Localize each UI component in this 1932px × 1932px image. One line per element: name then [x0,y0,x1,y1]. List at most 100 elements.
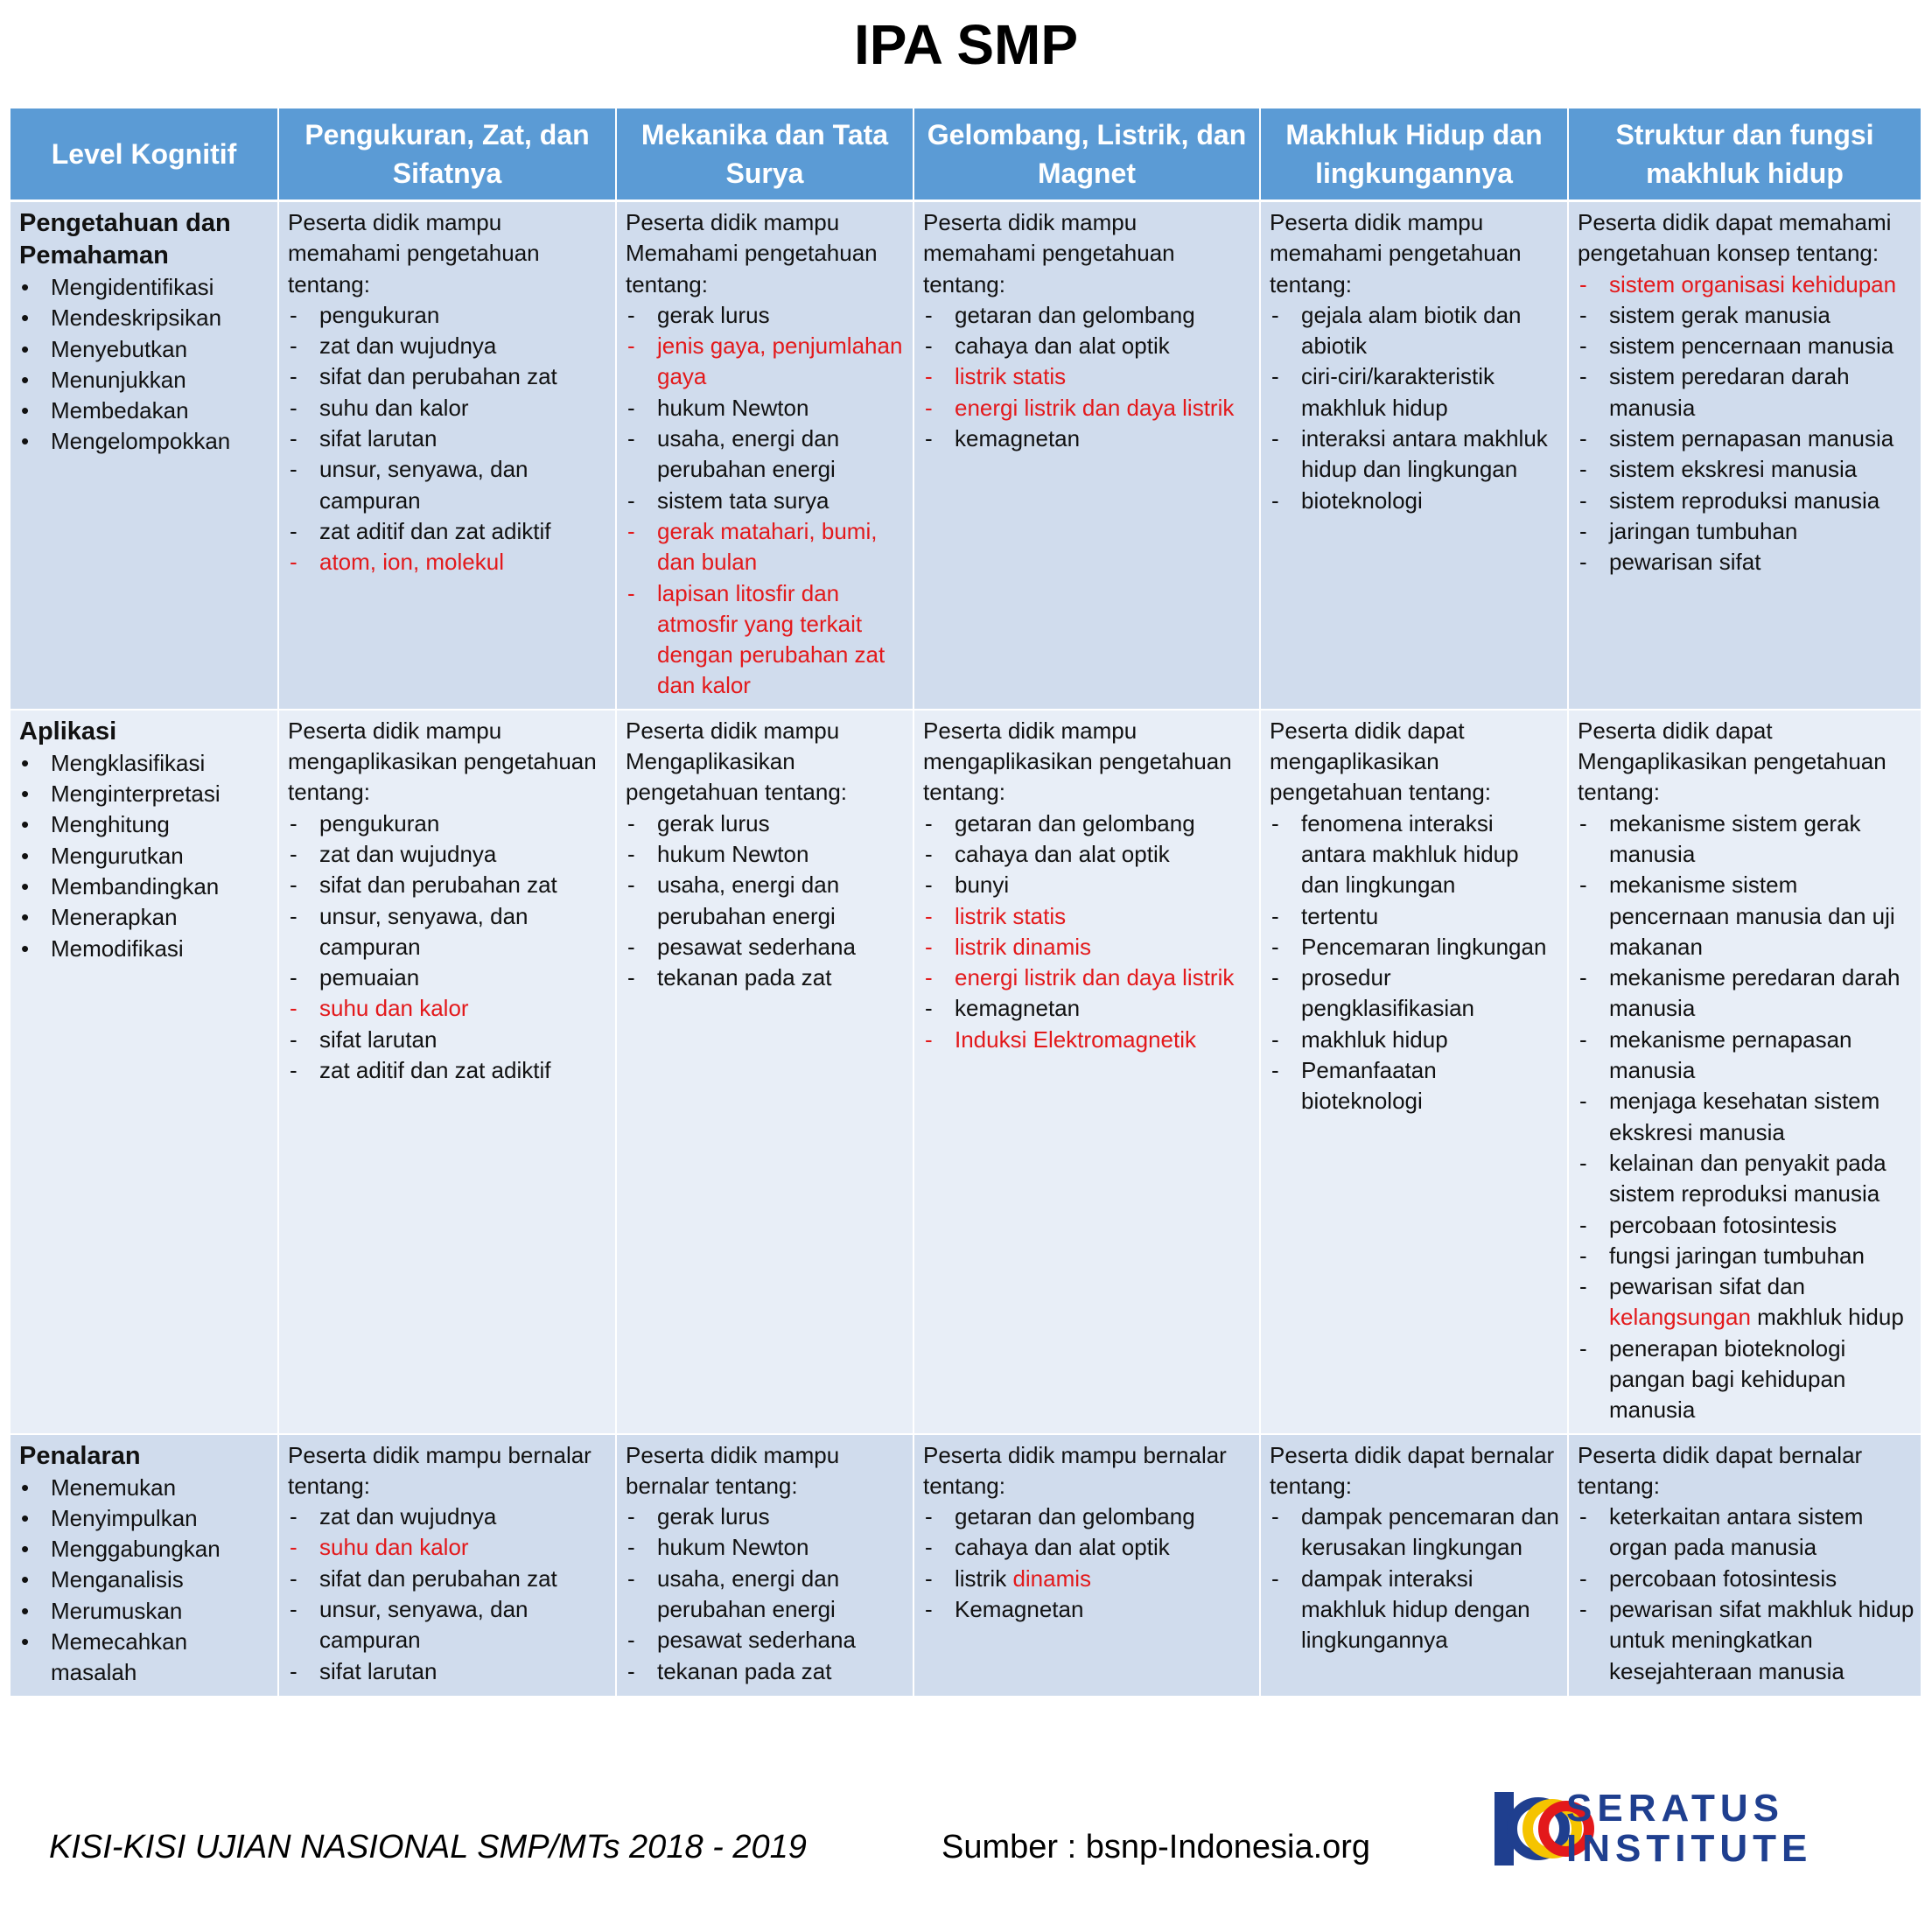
dash-marker: - [925,301,933,328]
table-row: Penalaran MenemukanMenyimpulkanMenggabung… [10,1433,1922,1698]
dash-marker: - [290,1503,298,1530]
dash-marker: - [290,1564,298,1592]
dash-marker: - [627,840,635,867]
dash-marker: - [627,1657,635,1684]
topic-text: fenomena interaksi antara makhluk hidup … [1301,809,1519,899]
verb-item: Mengklasifikasi [19,748,272,780]
topic-item: - percobaan fotosintesis [1578,1564,1915,1594]
topic-text: pewarisan sifat dan [1609,1273,1806,1300]
topic-text: sistem peredaran darah manusia [1609,363,1850,421]
cell-gelombang: Peserta didik mampu memahami pengetahuan… [914,200,1261,710]
topic-text: sifat larutan [319,1026,438,1053]
verb-item: Merumuskan [19,1596,272,1628]
dash-marker: - [290,809,298,836]
level-title: Aplikasi [19,717,117,746]
topic-text: listrik statis [955,902,1067,929]
topic-text: tertentu [1301,902,1379,929]
topic-item: - bioteknologi [1270,486,1562,516]
dash-marker: - [627,809,635,836]
topic-item: - zat aditif dan zat adiktif [288,516,610,547]
topic-text: gerak lurus [657,1503,770,1530]
topic-item: - zat dan wujudnya [288,839,610,870]
topic-text: unsur, senyawa, dan campuran [319,902,528,960]
topic-text: kelainan dan penyakit pada sistem reprod… [1609,1149,1886,1208]
footer-source: Sumber : bsnp-Indonesia.org [942,1829,1371,1866]
dash-marker: - [1271,902,1279,929]
topic-text: atom, ion, molekul [319,549,504,576]
topic-list: - pengukuran - zat dan wujudnya - sifat dan p… [288,808,610,1087]
dash-marker: - [925,1503,933,1530]
cell-intro: Peserta didik dapat memahami pengetahuan… [1578,209,1892,267]
logo-ring-red [1538,1801,1594,1857]
dash-marker: - [1579,1026,1587,1053]
dash-marker: - [627,964,635,991]
dash-marker: - [925,840,933,867]
dash-marker: - [1271,809,1279,836]
topic-text: pengukuran [319,301,440,328]
dash-marker: - [627,872,635,899]
dash-marker: - [290,1057,298,1084]
topic-list: - gerak lurus - jenis gaya, penjumlahan gay… [626,300,907,702]
topic-text-highlight: kelangsungan [1609,1304,1751,1331]
dash-marker: - [1579,425,1587,452]
topic-text: gejala alam biotik dan abiotik [1301,301,1522,360]
header-level: Level Kognitif [10,108,279,202]
cell-intro: Peserta didik mampu memahami pengetahuan… [288,209,540,298]
verb-item: Menemukan [19,1473,272,1504]
topic-item: - sifat dan perubahan zat [288,1564,610,1594]
topic-text-highlight: dinamis [1012,1564,1092,1592]
topic-text: sifat dan perubahan zat [319,363,557,390]
topic-item: - pengukuran [288,300,610,331]
level-title: Penalaran [19,1441,141,1470]
dash-marker: - [627,332,635,360]
cell-intro: Peserta didik mampu Mengaplikasikan peng… [626,717,848,806]
topic-text: mekanisme peredaran darah manusia [1609,964,1900,1022]
dash-marker: - [290,995,298,1022]
topic-text: pengukuran [319,809,440,836]
cell-intro: Peserta didik dapat bernalar tentang: [1270,1441,1555,1499]
seratus-institute-logo [1494,1792,1594,1866]
dash-marker: - [1271,301,1279,328]
topic-item: - listrik dinamis [923,932,1254,962]
topic-list: - gejala alam biotik dan abiotik - ciri-cir… [1270,300,1562,516]
table-row: Pengetahuan dan PemahamanMengidentifikas… [10,200,1922,710]
topic-item: - fenomena interaksi antara makhluk hidup… [1270,808,1562,901]
topic-text: zat dan wujudnya [319,840,497,867]
topic-item: - bunyi [923,870,1254,900]
topic-text: tekanan pada zat [657,964,832,991]
topic-text: zat aditif dan zat adiktif [319,1057,551,1084]
topic-item: - Pemanfaatan bioteknologi [1270,1055,1562,1117]
topic-text: makhluk hidup [1301,1026,1448,1053]
topic-item: - sistem peredaran darah manusia [1578,361,1915,424]
topic-list: - dampak pencemaran dan kerusakan lingkun… [1270,1502,1562,1656]
verb-item: Menghitung [19,809,272,841]
topic-item: - jaringan tumbuhan [1578,516,1915,547]
dash-marker: - [1579,363,1587,390]
topic-item: - suhu dan kalor [288,393,610,424]
topic-text: zat dan wujudnya [319,332,497,360]
header-makhluk-hidup: Makhluk Hidup dan lingkungannya [1260,108,1569,202]
topic-item: - tertentu [1270,901,1562,932]
topic-item: - sistem pencernaan manusia [1578,331,1915,361]
dash-marker: - [1579,872,1587,899]
verb-item: Mendeskripsikan [19,303,272,334]
topic-item: - pewarisan sifat makhluk hidup untuk men… [1578,1594,1915,1687]
topic-text: mekanisme sistem pencernaan manusia dan … [1609,872,1895,960]
dash-marker: - [925,1596,933,1623]
verb-item: Membandingkan [19,872,272,903]
topic-item: - mekanisme sistem gerak manusia [1578,808,1915,871]
dash-marker: - [290,425,298,452]
dash-marker: - [925,332,933,360]
dash-marker: - [925,1026,933,1053]
topic-item: - listrik statis [923,361,1254,392]
dash-marker: - [925,394,933,421]
topic-item: - suhu dan kalor [288,1532,610,1563]
cell-makhluk-hidup: Peserta didik mampu memahami pengetahuan… [1260,200,1569,710]
topic-text: sifat larutan [319,425,438,452]
dash-marker: - [1579,1273,1587,1300]
cell-intro: Peserta didik mampu memahami pengetahuan… [1270,209,1522,298]
topic-text: jaringan tumbuhan [1609,517,1798,544]
dash-marker: - [290,456,298,483]
verb-item: Menganalisis [19,1564,272,1596]
topic-text: tekanan pada zat [657,1657,832,1684]
